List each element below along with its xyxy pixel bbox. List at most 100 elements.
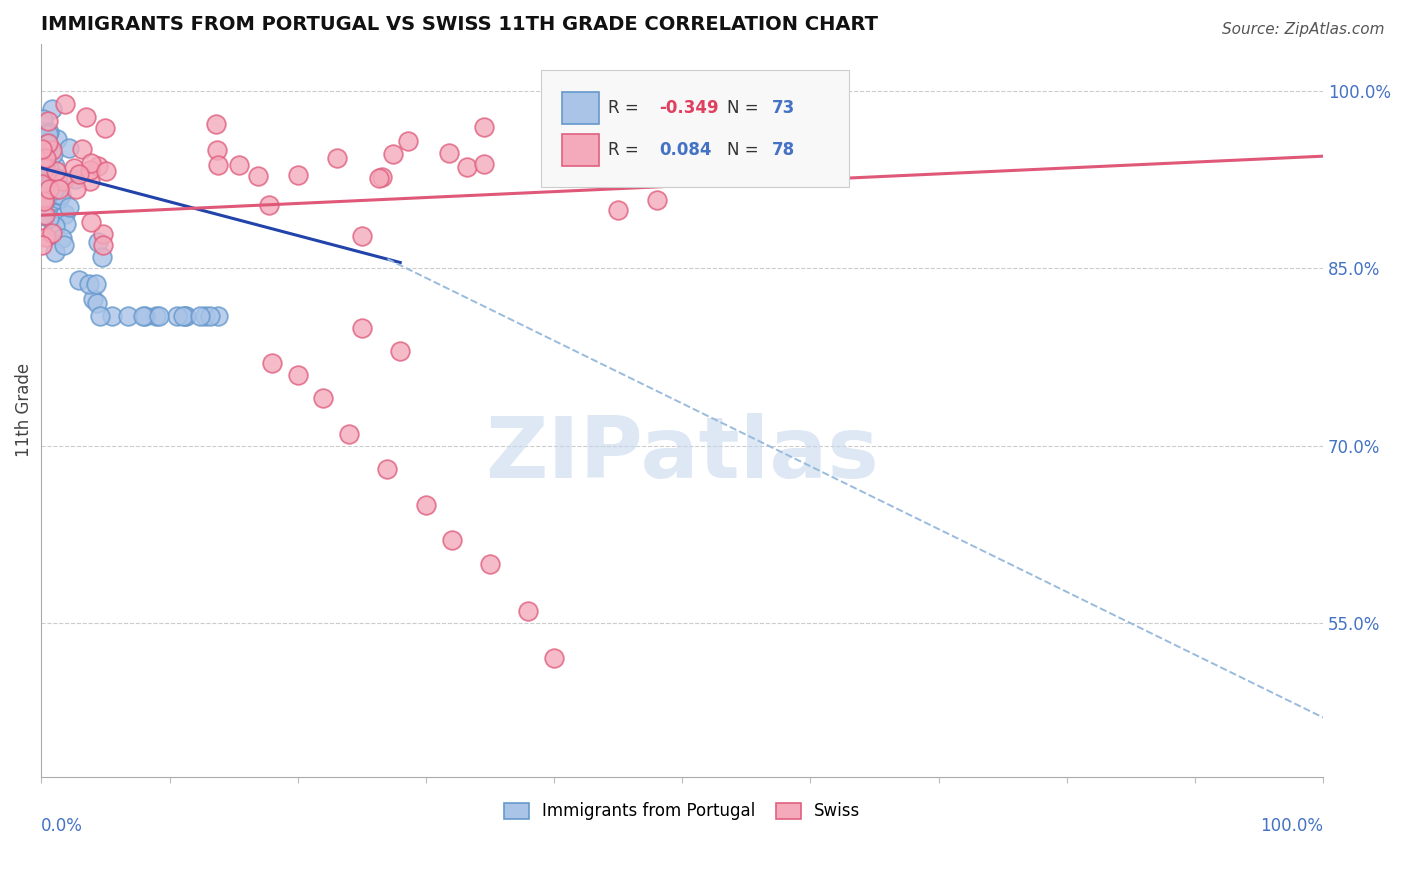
Point [38,178,60,192]
Point [86,296,108,310]
Point [31,155,53,169]
Point [32,153,55,167]
Point [368,171,391,186]
Point [31,135,53,149]
Point [91,237,114,252]
Point [34,162,56,177]
Point [45,132,67,146]
Point [735,95,758,110]
Text: N =: N = [727,141,763,159]
Point [93,227,115,241]
Point [82,292,104,306]
Point [34,151,56,165]
Point [80,155,103,169]
Point [188,309,211,323]
Point [31,177,53,191]
Point [31,157,53,171]
Point [52,174,75,188]
Point [228,158,250,172]
Point [32,153,55,168]
Point [38,182,60,196]
Point [65,182,87,196]
Point [44,219,66,233]
Point [437,146,460,161]
Point [53,207,76,221]
Point [37,127,59,141]
Point [44,159,66,173]
Point [41,143,63,157]
Text: 100.0%: 100.0% [1260,817,1323,835]
Point [51,230,73,244]
Point [79,173,101,187]
Point [35,167,58,181]
Point [67,168,90,182]
Point [41,194,63,208]
Text: 0.084: 0.084 [659,141,711,159]
Text: 78: 78 [772,141,794,159]
Point [38,162,60,177]
Point [472,120,495,134]
Point [472,157,495,171]
Point [70,142,93,156]
Point [87,235,110,250]
Point [45,170,67,185]
Point [247,169,270,183]
Point [53,96,76,111]
Point [260,356,283,370]
Point [287,168,309,182]
Point [91,250,114,264]
Point [32,139,55,153]
Point [34,229,56,244]
Text: R =: R = [607,99,644,117]
Point [31,204,53,219]
Point [37,136,59,151]
Point [100,309,122,323]
Point [31,112,53,127]
Point [440,533,463,548]
Point [34,156,56,170]
Point [257,198,280,212]
Point [89,309,111,323]
Text: N =: N = [727,99,763,117]
Text: R =: R = [607,141,650,159]
Text: -0.349: -0.349 [659,99,718,117]
Point [517,604,540,618]
Point [773,167,796,181]
Point [37,161,59,176]
Point [48,181,70,195]
Point [396,134,419,148]
Point [350,320,373,334]
Point [173,309,195,323]
Point [145,309,167,323]
Point [79,163,101,178]
Point [37,114,59,128]
Point [67,273,90,287]
Point [41,226,63,240]
Point [207,309,229,323]
Point [41,102,63,116]
Point [312,392,335,406]
Point [37,144,59,158]
Point [32,192,55,206]
Point [58,140,80,154]
Point [39,176,62,190]
Point [32,194,55,208]
Point [44,245,66,260]
Point [87,159,110,173]
Point [63,161,86,175]
Point [45,163,67,178]
Point [84,277,107,291]
Point [34,191,56,205]
Text: 73: 73 [772,99,796,117]
Point [53,238,76,252]
Point [287,368,309,382]
Point [350,228,373,243]
Point [31,126,53,140]
Point [696,104,718,119]
Point [198,309,221,323]
Point [207,158,229,172]
FancyBboxPatch shape [541,70,849,186]
Point [32,153,55,167]
FancyBboxPatch shape [562,134,599,166]
Point [35,192,58,206]
